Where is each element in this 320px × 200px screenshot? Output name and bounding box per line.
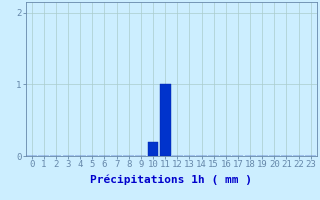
Bar xyxy=(148,142,158,156)
Bar xyxy=(160,84,171,156)
X-axis label: Précipitations 1h ( mm ): Précipitations 1h ( mm ) xyxy=(90,175,252,185)
